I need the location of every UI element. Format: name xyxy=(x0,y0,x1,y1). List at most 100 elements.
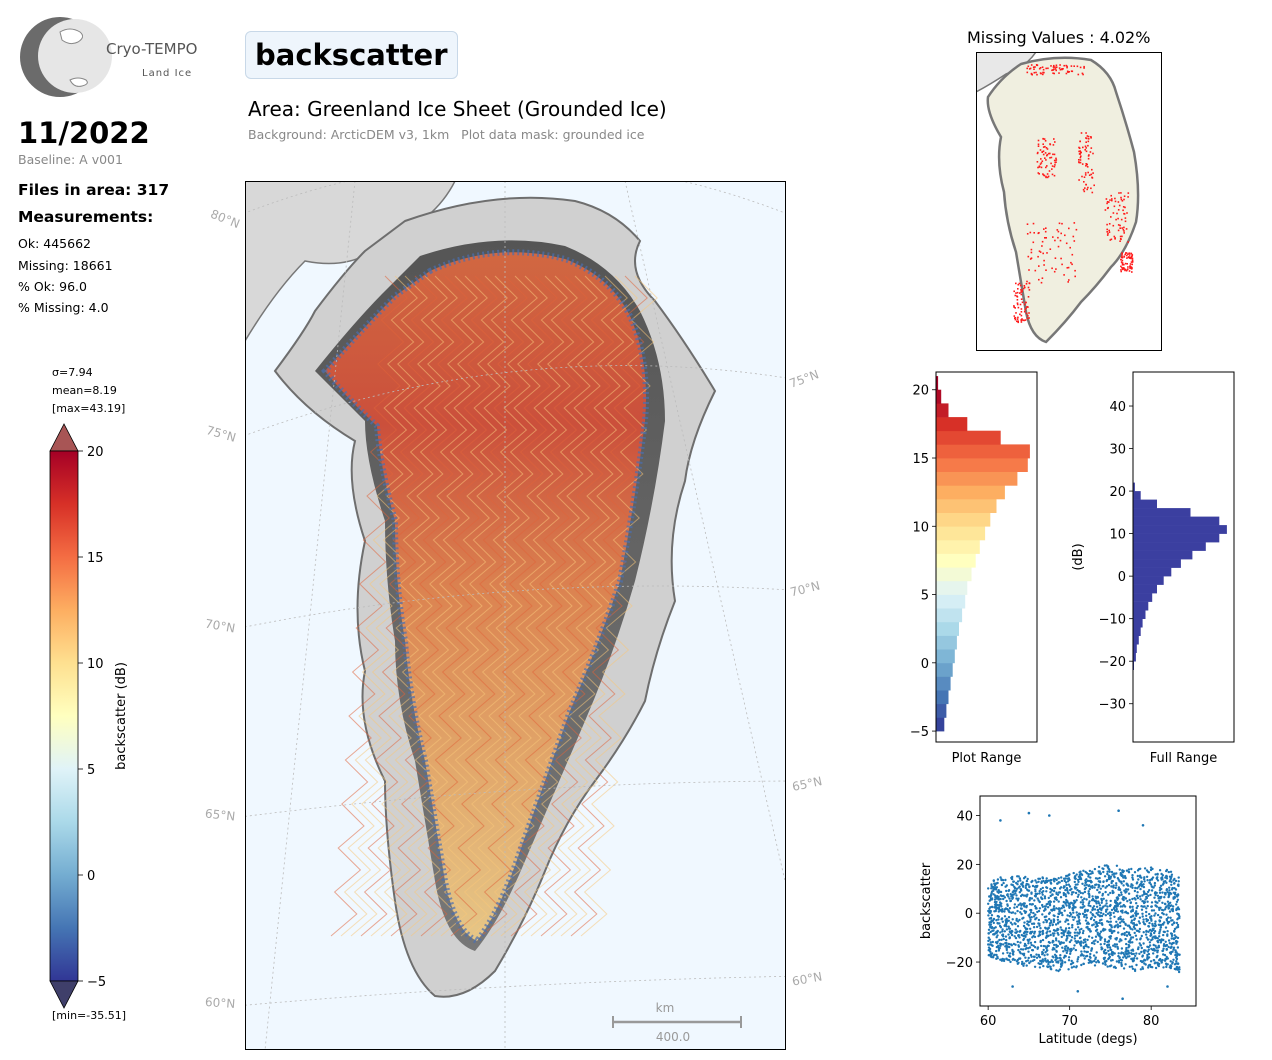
histogram-bar xyxy=(936,553,976,568)
period: 11/2022 xyxy=(18,116,150,150)
histogram-bar xyxy=(1133,567,1172,577)
scatter-xlabel: Latitude (degs) xyxy=(1038,1032,1137,1047)
histogram-bar xyxy=(936,567,972,582)
colorbar-label: backscatter (dB) xyxy=(114,662,129,770)
scatter-xtick-label: 60 xyxy=(980,1014,997,1029)
graticule-lon-1 xyxy=(264,181,356,1050)
lat-label-60-left: 60°N xyxy=(204,994,236,1012)
scatter-ytick-label: 0 xyxy=(965,907,973,922)
histogram-bar xyxy=(936,676,951,691)
histogram-xlabel: Full Range xyxy=(1150,751,1218,766)
histogram-bar xyxy=(1133,533,1220,543)
histogram-tick-label: 20 xyxy=(912,384,929,399)
lat-label-80-left: 80°N xyxy=(208,206,242,232)
histogram-bar xyxy=(1133,525,1227,534)
histogram-tick-label: 0 xyxy=(1118,570,1126,585)
histogram-bar xyxy=(936,539,980,554)
scatter-ytick-label: −20 xyxy=(946,956,973,971)
histogram-bar xyxy=(936,458,1028,472)
histogram-tick-label: −30 xyxy=(1099,698,1126,713)
scatter-ytick-label: 20 xyxy=(956,858,973,873)
lat-label-75-left: 75°N xyxy=(204,423,238,445)
scatter-points xyxy=(987,809,1181,1000)
stat-missing: Missing: 18661 xyxy=(18,258,113,273)
histogram-xlabel: Plot Range xyxy=(952,751,1022,766)
stat-pct-ok: % Ok: 96.0 xyxy=(18,279,87,294)
histogram-bar xyxy=(936,430,1001,445)
histogram-bar xyxy=(1133,644,1137,653)
histogram-tick-label: 10 xyxy=(912,520,929,535)
logo: Cryo-TEMPO Land Ice xyxy=(18,16,198,98)
main-map: km 400.0 xyxy=(245,181,786,1050)
histogram-bar xyxy=(1133,482,1135,492)
scatter-outlier xyxy=(1027,811,1031,815)
scale-value: 400.0 xyxy=(656,1030,690,1044)
satellite-tracks xyxy=(330,275,658,937)
graticule-lat-60 xyxy=(245,975,786,1006)
scatter-xtick-label: 80 xyxy=(1143,1014,1160,1029)
histogram-bar xyxy=(1133,559,1181,568)
stat-ok: Ok: 445662 xyxy=(18,236,91,251)
histogram-bar xyxy=(936,376,939,391)
histogram-bar xyxy=(1133,652,1136,662)
baseline: Baseline: A v001 xyxy=(18,152,123,167)
scatter-ytick-label: 40 xyxy=(956,810,973,825)
histogram-bar xyxy=(1133,627,1141,636)
histogram-bar xyxy=(936,662,953,677)
measurements-heading: Measurements: xyxy=(18,208,154,226)
scatter-outlier xyxy=(1011,985,1014,988)
histogram-bar xyxy=(936,526,986,541)
scatter-ylabel: backscatter xyxy=(919,862,934,939)
colorbar-mean: mean=8.19 xyxy=(52,384,117,397)
colorbar-tick-label: −5 xyxy=(87,975,106,990)
histogram-tick-label: 30 xyxy=(1109,443,1126,458)
graticule-lat-65 xyxy=(245,780,786,817)
histogram-bar xyxy=(936,594,966,609)
histogram-bars xyxy=(1133,482,1227,670)
colorbar: 20 15 10 5 0 −5 backscatter (dB) xyxy=(49,423,129,1009)
colorbar-max: [max=43.19] xyxy=(52,402,126,415)
histogram-tick-label: 10 xyxy=(1109,528,1126,543)
scatter-outlier xyxy=(1048,814,1051,817)
graticule-lat-80 xyxy=(245,181,786,214)
lat-label-65-left: 65°N xyxy=(204,806,236,824)
colorbar-tick-label: 10 xyxy=(87,657,104,672)
colorbar-tick-label: 20 xyxy=(87,445,104,460)
histogram-bar xyxy=(1133,576,1164,585)
scatter-latitude: 40 20 0 −20 60 70 80 Latitude (degs) backscatter xyxy=(919,795,1197,1047)
lat-label-70-right: 70°N xyxy=(788,578,822,600)
lat-label-60-right: 60°N xyxy=(791,969,824,989)
histogram-bar xyxy=(936,635,957,650)
histogram-full-range: 40 30 20 10 0 −10 −20 −30 Full Range (dB) xyxy=(1071,371,1235,766)
scatter-outlier xyxy=(1117,809,1120,812)
parameter-title: backscatter xyxy=(245,31,458,79)
logo-subtitle: Land Ice xyxy=(142,68,193,79)
files-count: Files in area: 317 xyxy=(18,181,170,199)
histogram-bar xyxy=(1133,601,1149,611)
histogram-bars xyxy=(936,376,1030,732)
histogram-bar xyxy=(1133,508,1191,517)
histogram-tick-label: −5 xyxy=(910,725,929,740)
histogram-bar xyxy=(1133,516,1220,526)
histogram-bar xyxy=(1133,499,1157,509)
missing-points xyxy=(1013,64,1134,324)
histogram-bar xyxy=(1133,542,1206,551)
scale-unit: km xyxy=(656,1001,675,1015)
histogram-bar xyxy=(1133,618,1143,628)
histogram-bar xyxy=(936,471,1018,486)
colorbar-gradient xyxy=(49,450,79,982)
stat-pct-missing: % Missing: 4.0 xyxy=(18,300,109,315)
histogram-bar xyxy=(936,690,949,705)
colorbar-min: [min=-35.51] xyxy=(52,1009,127,1022)
colorbar-extend-min xyxy=(49,980,79,1009)
area-title: Area: Greenland Ice Sheet (Grounded Ice) xyxy=(248,97,667,121)
area-subtitle: Background: ArcticDEM v3, 1km Plot data … xyxy=(248,127,645,142)
colorbar-tick-label: 15 xyxy=(87,551,104,566)
colorbar-tick-label: 0 xyxy=(87,869,95,884)
histogram-bar xyxy=(936,621,959,636)
histogram-bar xyxy=(1133,491,1141,500)
coast-data-fringe xyxy=(321,249,649,945)
histogram-bar xyxy=(936,389,942,404)
colorbar-sigma: σ=7.94 xyxy=(52,366,93,379)
scatter-xtick-label: 70 xyxy=(1061,1014,1078,1029)
